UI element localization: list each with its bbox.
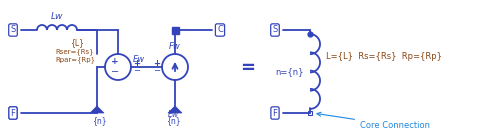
Text: L={L}  Rs={Rs}  Rp={Rp}: L={L} Rs={Rs} Rp={Rp} — [326, 52, 442, 61]
Text: S: S — [11, 26, 16, 35]
Text: −: − — [111, 67, 119, 77]
Text: F: F — [11, 109, 15, 117]
Polygon shape — [90, 106, 104, 113]
Text: Fw: Fw — [169, 42, 181, 51]
Text: Ew: Ew — [168, 110, 179, 119]
Polygon shape — [168, 106, 182, 113]
Text: F: F — [273, 109, 277, 117]
Text: −: − — [153, 67, 160, 75]
Text: {n}: {n} — [92, 116, 106, 125]
Text: n={n}: n={n} — [276, 67, 304, 76]
Text: Rser={Rs}: Rser={Rs} — [55, 49, 94, 55]
Text: =: = — [240, 59, 255, 77]
Text: {n}: {n} — [166, 116, 180, 125]
Text: {L}: {L} — [70, 38, 84, 48]
Text: −: − — [133, 67, 140, 75]
Text: +: + — [111, 58, 119, 67]
Text: Ew: Ew — [133, 55, 145, 65]
Text: C: C — [217, 26, 223, 35]
Bar — [171, 27, 179, 34]
Text: Core Connection: Core Connection — [317, 112, 430, 130]
Text: Rpar={Rp}: Rpar={Rp} — [55, 57, 95, 63]
Text: F: F — [11, 109, 15, 117]
Text: Lw: Lw — [51, 12, 63, 21]
Text: S: S — [272, 26, 277, 35]
Bar — [308, 111, 312, 115]
Text: +: + — [153, 58, 160, 68]
Text: +: + — [133, 58, 140, 68]
